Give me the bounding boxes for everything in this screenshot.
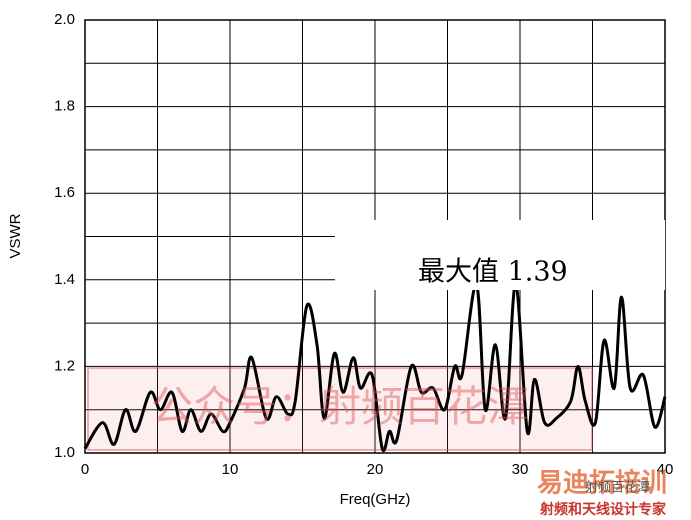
x-tick-label: 40 bbox=[657, 461, 674, 478]
logo-slogan: 射频和天线设计专家 bbox=[539, 501, 667, 518]
data-line bbox=[83, 282, 667, 453]
y-tick-label: 2.0 bbox=[54, 11, 75, 28]
annotation: 最大值 1.39 bbox=[418, 257, 568, 288]
x-tick-label: 0 bbox=[81, 461, 89, 478]
y-tick-label: 1.6 bbox=[54, 184, 75, 201]
x-axis-label: Freq(GHz) bbox=[340, 491, 411, 508]
logo-account: 射频百花潭 bbox=[585, 480, 650, 496]
y-tick-label: 1.4 bbox=[54, 271, 75, 288]
annotation-box bbox=[335, 220, 665, 290]
x-tick-label: 20 bbox=[367, 461, 384, 478]
y-axis-label: VSWR bbox=[7, 213, 24, 258]
x-tick-label: 30 bbox=[512, 461, 529, 478]
watermark: 公众号：射频百花潭 bbox=[151, 382, 529, 431]
y-tick-label: 1.2 bbox=[54, 357, 75, 374]
x-tick-label: 10 bbox=[222, 461, 239, 478]
y-tick-label: 1.8 bbox=[54, 98, 75, 115]
y-tick-label: 1.0 bbox=[54, 444, 75, 461]
logo-brand: 易迪拓培训 bbox=[537, 469, 667, 499]
